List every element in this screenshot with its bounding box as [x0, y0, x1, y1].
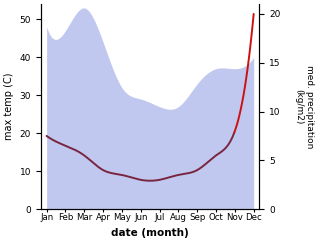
X-axis label: date (month): date (month) [111, 228, 189, 238]
Y-axis label: max temp (C): max temp (C) [4, 73, 14, 140]
Y-axis label: med. precipitation
(kg/m2): med. precipitation (kg/m2) [294, 65, 314, 148]
